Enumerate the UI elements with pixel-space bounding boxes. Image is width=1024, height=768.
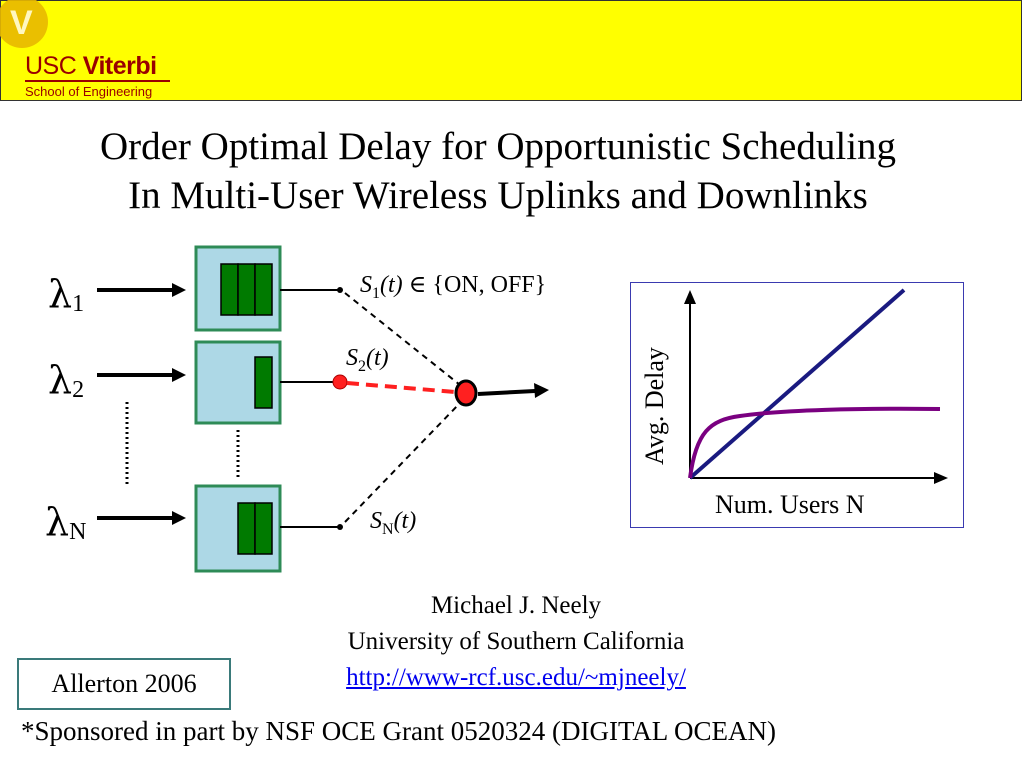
queue-1 <box>194 245 282 332</box>
link-selected-2 <box>346 381 456 394</box>
queue-2 <box>194 340 282 425</box>
channel-state-n-label: SN(t) <box>370 508 416 539</box>
packet <box>237 502 256 555</box>
link-dashed-n <box>344 402 461 523</box>
channel-terminal-1 <box>337 287 343 293</box>
s-time: (t) <box>380 272 403 298</box>
slide-title: Order Optimal Delay for Opportunistic Sc… <box>0 122 996 220</box>
packet <box>237 263 256 316</box>
author-block: Michael J. Neely University of Southern … <box>0 588 1024 696</box>
venue-badge: Allerton 2006 <box>17 658 231 710</box>
queue-n <box>194 484 282 573</box>
packet <box>254 356 273 409</box>
order-optimal-delay-curve <box>688 406 941 479</box>
logo-usc-text: USC <box>25 52 77 80</box>
packet <box>254 263 273 316</box>
s-time: (t) <box>366 345 389 371</box>
graph-y-label: Avg. Delay <box>640 347 669 465</box>
s-subscript: 2 <box>358 357 366 375</box>
output-arrow-head <box>534 383 549 398</box>
logo-divider <box>25 80 170 82</box>
graph-x-label: Num. Users N <box>715 490 865 519</box>
lambda-symbol: λ <box>48 272 73 316</box>
logo-wordmark: USC Viterbi <box>25 52 157 81</box>
state-set: ∈ {ON, OFF} <box>402 272 547 298</box>
s-subscript: N <box>382 520 394 538</box>
delay-graph <box>684 288 948 484</box>
y-axis-arrowhead <box>684 290 696 304</box>
x-axis-arrowhead <box>934 472 948 484</box>
logo-letter: V <box>10 4 33 42</box>
arrival-arrow-1 <box>97 283 186 297</box>
sponsor-note: *Sponsored in part by NSF OCE Grant 0520… <box>21 716 777 746</box>
lambda-subscript: 1 <box>72 291 85 317</box>
arrival-arrow-n <box>97 511 186 525</box>
channel-terminal-2-selected <box>332 374 348 390</box>
s-time: (t) <box>393 508 417 534</box>
title-line-2: In Multi-User Wireless Uplinks and Downl… <box>128 174 868 217</box>
link-dashed-1 <box>344 292 461 386</box>
channel-terminal-n <box>337 524 343 530</box>
packet <box>220 263 239 316</box>
author-homepage-link[interactable]: http://www-rcf.usc.edu/~mjneely/ <box>346 664 686 691</box>
usc-viterbi-logo: V USC Viterbi School of Engineering <box>0 0 190 101</box>
s-subscript: 1 <box>372 284 380 302</box>
channel-state-2-label: S2(t) <box>346 345 389 376</box>
author-name: Michael J. Neely <box>430 592 602 619</box>
arrival-rate-1: λ1 <box>48 272 84 318</box>
lambda-symbol: λ <box>45 500 70 544</box>
author-affiliation: University of Southern California <box>347 628 685 655</box>
delay-graph-frame <box>630 282 964 528</box>
s-symbol: S <box>346 345 358 371</box>
scheduling-diagram <box>97 245 549 573</box>
logo-viterbi-text: Viterbi <box>82 52 157 80</box>
viterbi-v-icon: V <box>0 0 48 48</box>
header-bar <box>0 0 1022 101</box>
lambda-symbol: λ <box>48 358 73 402</box>
logo-school-text: School of Engineering <box>25 84 153 99</box>
s-symbol: S <box>360 272 372 298</box>
packet <box>254 502 273 555</box>
arrival-rate-n: λN <box>45 500 86 546</box>
arrival-arrow-2 <box>97 368 186 382</box>
linear-delay-curve <box>688 288 906 480</box>
channel-state-1-label: S1(t) ∈ {ON, OFF} <box>360 270 546 303</box>
lambda-subscript: N <box>69 519 87 545</box>
scheduler-node <box>454 379 478 407</box>
title-line-1: Order Optimal Delay for Opportunistic Sc… <box>99 125 897 168</box>
output-arrow-line <box>477 389 536 396</box>
arrival-rate-2: λ2 <box>48 358 84 404</box>
s-symbol: S <box>370 508 382 534</box>
lambda-subscript: 2 <box>72 377 85 403</box>
